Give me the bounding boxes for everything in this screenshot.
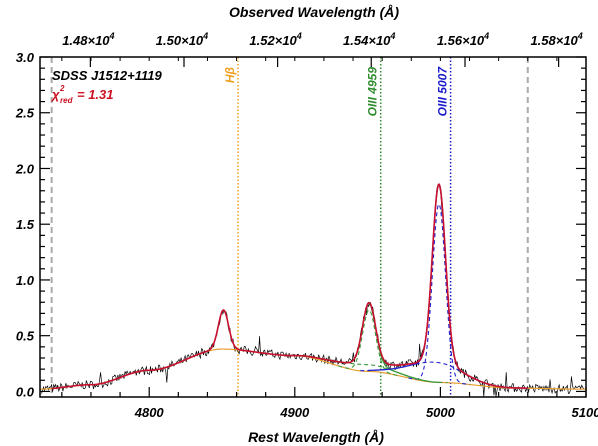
line-marker-label-0: Hβ — [223, 66, 237, 83]
top-tick-label-1: 1.50×104 — [156, 31, 208, 48]
continuum-model — [39, 348, 586, 390]
bottom-axis-title: Rest Wavelength (Å) — [248, 429, 384, 445]
spectrum-data — [41, 184, 584, 398]
chi2-superscript: 2 — [59, 84, 65, 93]
top-tick-exp-5: 4 — [577, 31, 583, 41]
grid-layer: Hβ OIII 4959 OIII 5007 — [50, 57, 529, 397]
object-label: SDSS J1512+1119 — [52, 68, 163, 83]
y-tick-label-6: 3.0 — [16, 50, 35, 65]
y-tick-label-5: 2.5 — [15, 106, 35, 121]
top-tick-label-4: 1.56×104 — [437, 31, 489, 48]
top-tick-exp-1: 4 — [202, 31, 208, 41]
oiii5007-wing — [360, 361, 520, 389]
total-fit — [51, 182, 528, 390]
y-tick-label-1: 0.5 — [16, 329, 35, 344]
chi2-value: = 1.31 — [77, 87, 114, 102]
top-tick-exp-2: 4 — [296, 31, 302, 41]
data-layer — [39, 182, 586, 398]
chi2-symbol: χ — [50, 87, 60, 102]
top-tick-label-0: 1.48×104 — [62, 31, 114, 48]
top-tick-label-5: 1.58×104 — [530, 31, 582, 48]
y-tick-label-3: 1.5 — [16, 217, 35, 232]
x-tick-label-1: 4900 — [279, 405, 310, 420]
y-tick-label-2: 1.0 — [16, 273, 35, 288]
y-tick-label-0: 0.0 — [16, 384, 35, 399]
oiii5007-core — [408, 203, 470, 386]
top-tick-label-3: 1.54×104 — [343, 31, 395, 48]
oiii4959-core — [338, 309, 400, 377]
object-name: SDSS J1512+1119 — [52, 68, 163, 83]
x-tick-label-0: 4800 — [134, 405, 165, 420]
x-tick-label-2: 5000 — [426, 405, 456, 420]
top-tick-exp-3: 4 — [389, 31, 395, 41]
top-tick-exp-4: 4 — [483, 31, 489, 41]
x-tick-label-3: 5100 — [572, 405, 598, 420]
top-tick-label-2: 1.52×104 — [249, 31, 301, 48]
top-axis-title: Observed Wavelength (Å) — [229, 4, 399, 20]
y-tick-label-4: 2.0 — [15, 161, 35, 176]
line-marker-label-1: OIII 4959 — [366, 67, 380, 117]
axis-layer: 4800 4900 5000 5100 1.48×104 1.50×104 1.52×104… — [15, 31, 598, 420]
chi2-label: χ 2 red = 1.31 — [50, 84, 114, 105]
top-tick-exp-0: 4 — [109, 31, 115, 41]
chi2-subscript: red — [60, 96, 74, 105]
plot-frame — [39, 56, 587, 398]
line-marker-label-2: OIII 5007 — [436, 66, 450, 117]
